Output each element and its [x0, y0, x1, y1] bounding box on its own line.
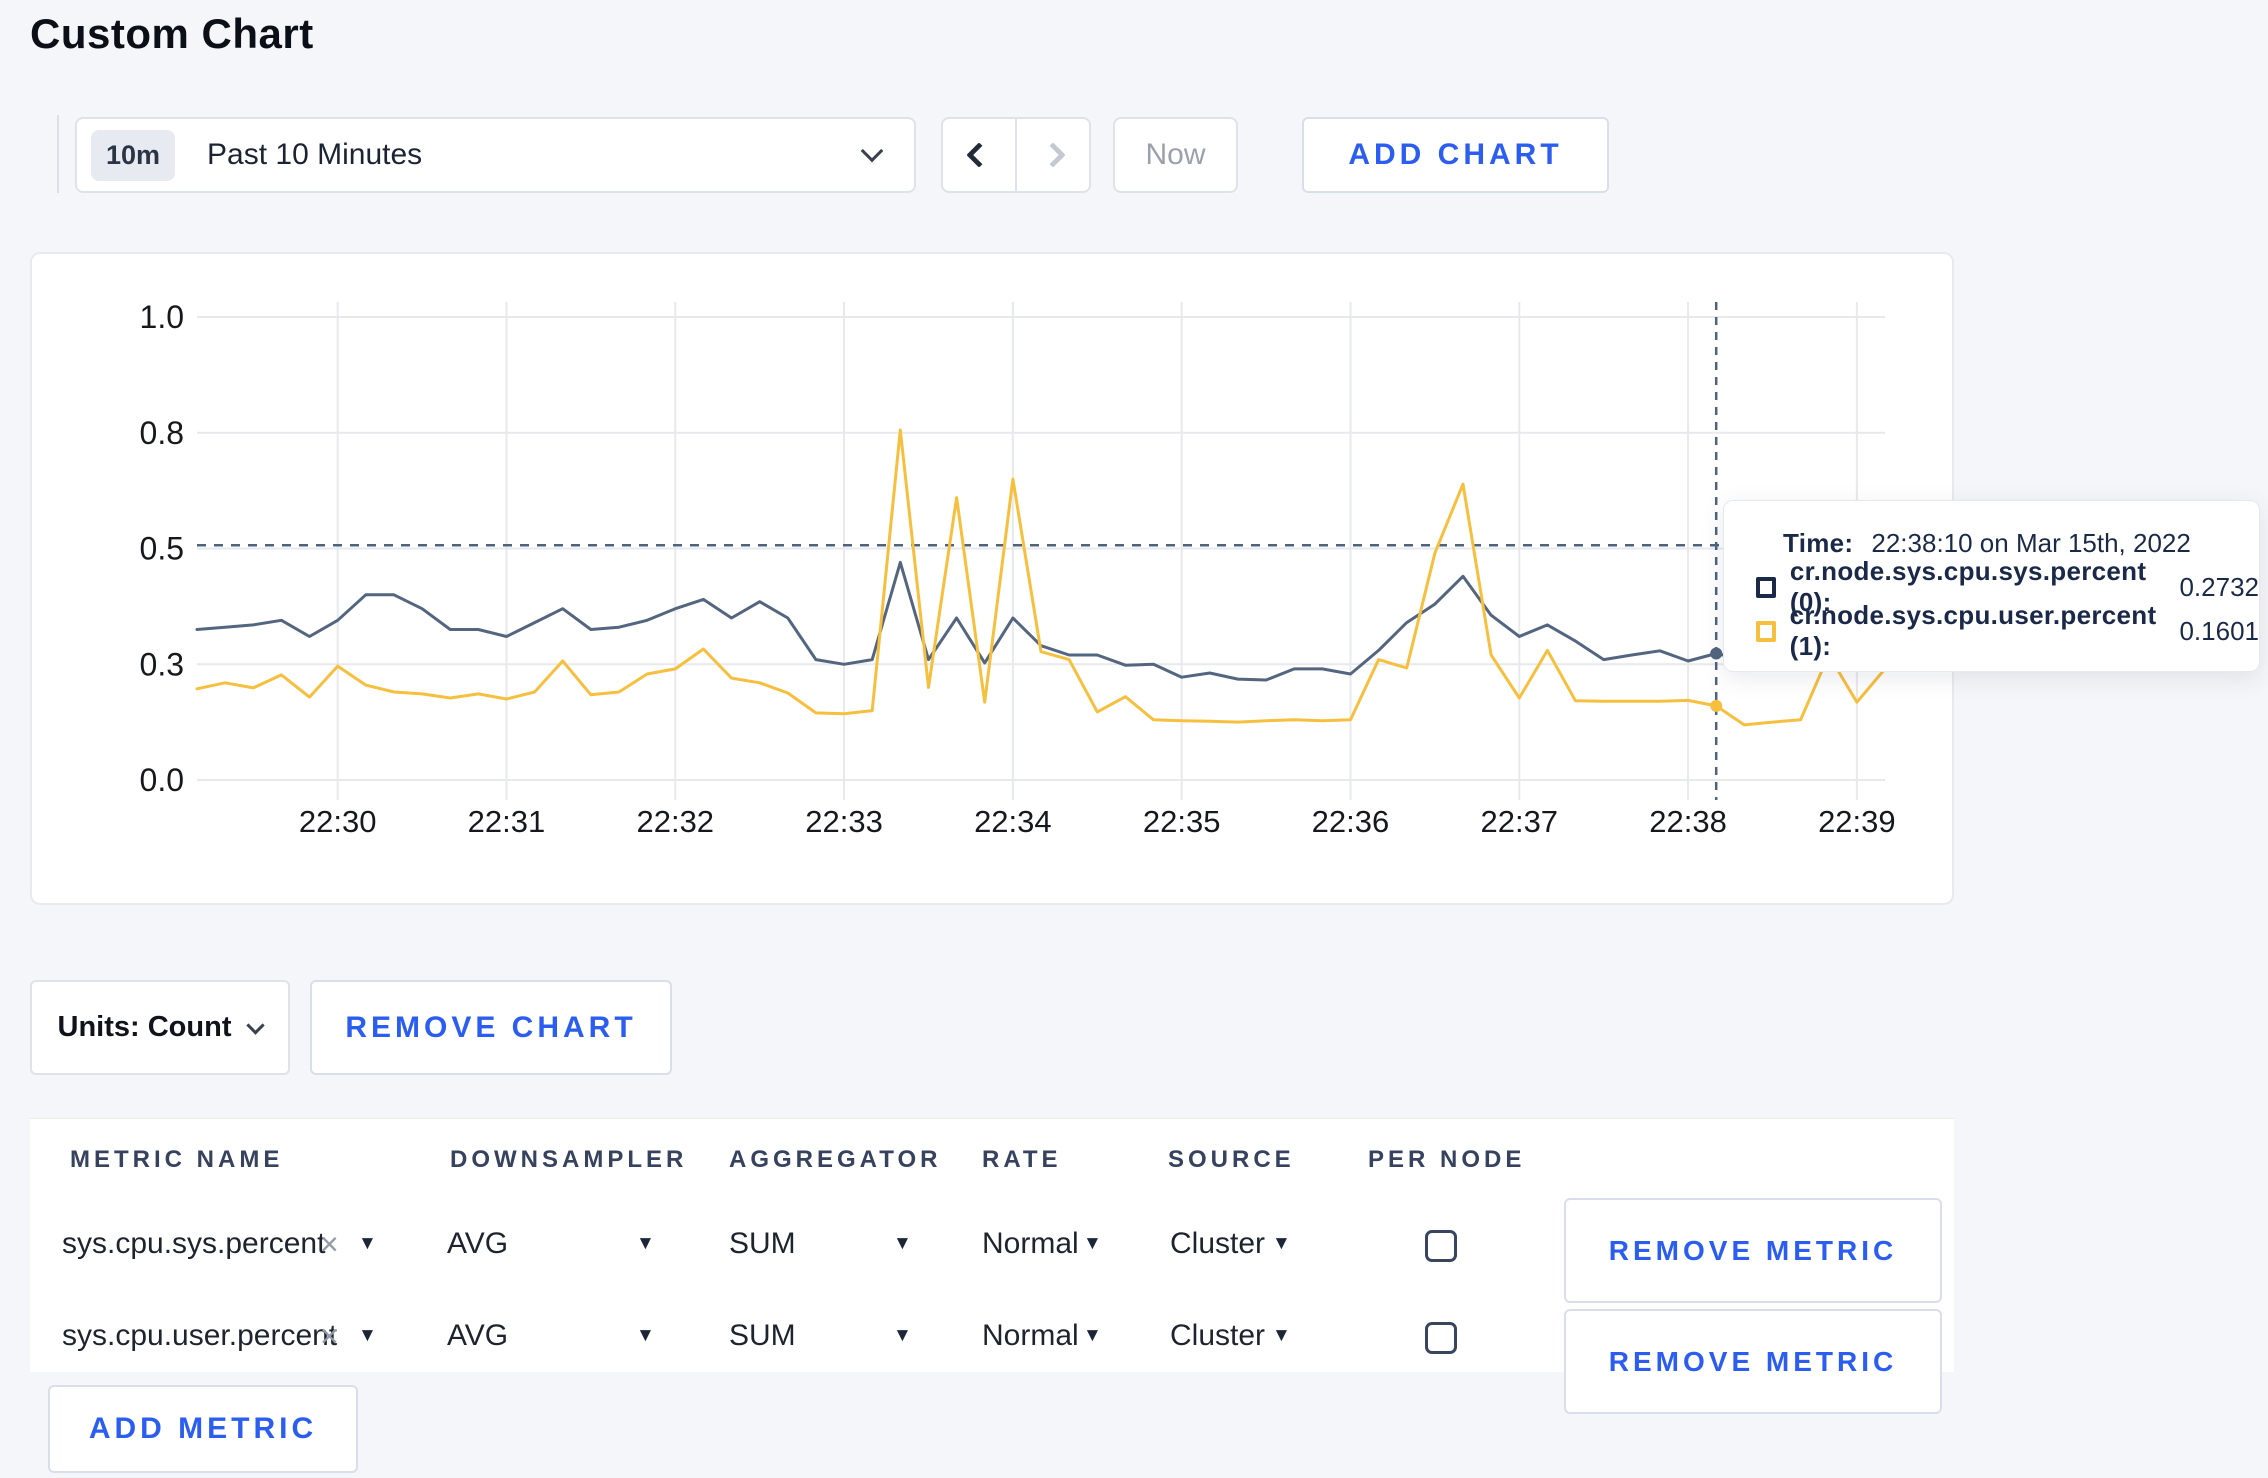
table-row: sys.cpu.user.percent × ▼ AVG ▼ SUM ▼ Nor… — [0, 1314, 2268, 1358]
y-tick-label: 1.0 — [140, 299, 184, 335]
per-node-checkbox[interactable] — [1425, 1230, 1457, 1262]
x-tick-label: 22:31 — [468, 804, 546, 839]
caret-down-icon[interactable]: ▼ — [358, 1325, 377, 1346]
y-tick-label: 0.8 — [140, 415, 184, 451]
tooltip-series-row: cr.node.sys.cpu.user.percent (1): 0.1601 — [1756, 600, 2259, 661]
col-header-downsampler: DOWNSAMPLER — [450, 1146, 688, 1173]
remove-metric-button[interactable]: REMOVE METRIC — [1564, 1309, 1942, 1414]
add-metric-button[interactable]: ADD METRIC — [48, 1385, 358, 1473]
col-header-per-node: PER NODE — [1368, 1146, 1526, 1173]
y-tick-label: 0.3 — [140, 646, 184, 682]
caret-down-icon[interactable]: ▼ — [1083, 1325, 1102, 1346]
now-button[interactable]: Now — [1113, 117, 1238, 193]
caret-down-icon[interactable]: ▼ — [1272, 1325, 1291, 1346]
hover-point-dot — [1710, 647, 1723, 660]
clear-metric-icon[interactable]: × — [320, 1317, 339, 1354]
next-button[interactable] — [1017, 119, 1089, 191]
aggregator-select[interactable]: SUM — [729, 1227, 796, 1260]
series-sys-swatch-icon — [1756, 576, 1776, 598]
col-header-rate: RATE — [982, 1146, 1062, 1173]
remove-metric-button[interactable]: REMOVE METRIC — [1564, 1198, 1942, 1303]
chevron-right-icon — [1040, 142, 1066, 168]
caret-down-icon[interactable]: ▼ — [1083, 1233, 1102, 1254]
toolbar-divider — [57, 115, 59, 193]
time-window-label: Past 10 Minutes — [207, 138, 423, 171]
x-tick-label: 22:33 — [805, 804, 883, 839]
series-line — [195, 428, 1887, 727]
time-window-select[interactable]: 10m Past 10 Minutes — [75, 117, 916, 193]
add-chart-button[interactable]: ADD CHART — [1302, 117, 1609, 193]
col-header-metric-name: METRIC NAME — [70, 1146, 284, 1173]
chevron-down-icon — [246, 1016, 266, 1035]
x-tick-label: 22:32 — [636, 804, 714, 839]
downsampler-select[interactable]: AVG — [447, 1227, 509, 1260]
remove-chart-button[interactable]: REMOVE CHART — [310, 980, 672, 1075]
chart-card: 1.0 0.8 0.5 0.3 0.0 22:30 22:31 22:32 22:33 22:34… — [30, 252, 1954, 905]
tooltip-time-row: Time: 22:38:10 on Mar 15th, 2022 — [1756, 521, 2259, 565]
source-select[interactable]: Cluster — [1170, 1319, 1266, 1352]
x-tick-label: 22:39 — [1818, 804, 1896, 839]
rate-select[interactable]: Normal — [982, 1227, 1079, 1260]
hover-point-dot — [1710, 699, 1723, 712]
prev-button[interactable] — [943, 119, 1017, 191]
chevron-down-icon — [860, 139, 884, 163]
time-window-badge: 10m — [91, 129, 176, 181]
tooltip-series-value: 0.1601 — [2179, 615, 2259, 646]
x-tick-label: 22:34 — [974, 804, 1052, 839]
tooltip-series-row: cr.node.sys.cpu.sys.percent (0): 0.2732 — [1756, 556, 2259, 617]
timeseries-chart[interactable]: 1.0 0.8 0.5 0.3 0.0 22:30 22:31 22:32 22:33 22:34… — [32, 254, 1956, 907]
table-row: sys.cpu.sys.percent × ▼ AVG ▼ SUM ▼ Norm… — [0, 1222, 2268, 1266]
clear-metric-icon[interactable]: × — [320, 1225, 339, 1262]
tooltip-series-label: cr.node.sys.cpu.sys.percent (0): — [1789, 556, 2147, 617]
downsampler-select[interactable]: AVG — [447, 1319, 509, 1352]
metric-name-select[interactable]: sys.cpu.sys.percent — [62, 1227, 326, 1260]
tooltip-series-value: 0.2732 — [2179, 571, 2259, 602]
caret-down-icon[interactable]: ▼ — [636, 1325, 655, 1346]
chevron-left-icon — [966, 142, 992, 168]
x-tick-label: 22:30 — [299, 804, 377, 839]
per-node-checkbox[interactable] — [1425, 1322, 1457, 1354]
y-tick-label: 0.0 — [140, 762, 184, 798]
x-tick-label: 22:35 — [1143, 804, 1221, 839]
caret-down-icon[interactable]: ▼ — [358, 1233, 377, 1254]
metric-name-select[interactable]: sys.cpu.user.percent — [62, 1319, 338, 1352]
tooltip-series-label: cr.node.sys.cpu.user.percent (1): — [1789, 600, 2157, 661]
x-tick-label: 22:38 — [1649, 804, 1727, 839]
source-select[interactable]: Cluster — [1170, 1227, 1266, 1260]
caret-down-icon[interactable]: ▼ — [893, 1233, 912, 1254]
units-select[interactable]: Units: Count — [30, 980, 290, 1075]
tooltip-time-value: 22:38:10 on Mar 15th, 2022 — [1871, 527, 2191, 558]
tooltip-time-label: Time: — [1783, 527, 1854, 558]
caret-down-icon[interactable]: ▼ — [636, 1233, 655, 1254]
col-header-aggregator: AGGREGATOR — [729, 1146, 942, 1173]
page-title: Custom Chart — [30, 10, 314, 57]
x-tick-label: 22:37 — [1480, 804, 1558, 839]
series-line — [195, 560, 1887, 682]
chart-hover-tooltip: Time: 22:38:10 on Mar 15th, 2022 cr.node… — [1723, 500, 2260, 672]
col-header-source: SOURCE — [1168, 1146, 1295, 1173]
rate-select[interactable]: Normal — [982, 1319, 1079, 1352]
units-label: Units: Count — [57, 1011, 232, 1043]
caret-down-icon[interactable]: ▼ — [893, 1325, 912, 1346]
caret-down-icon[interactable]: ▼ — [1272, 1233, 1291, 1254]
x-tick-label: 22:36 — [1312, 804, 1390, 839]
aggregator-select[interactable]: SUM — [729, 1319, 796, 1352]
series-user-swatch-icon — [1756, 620, 1776, 642]
y-tick-label: 0.5 — [140, 531, 184, 567]
time-nav-group — [941, 117, 1091, 193]
